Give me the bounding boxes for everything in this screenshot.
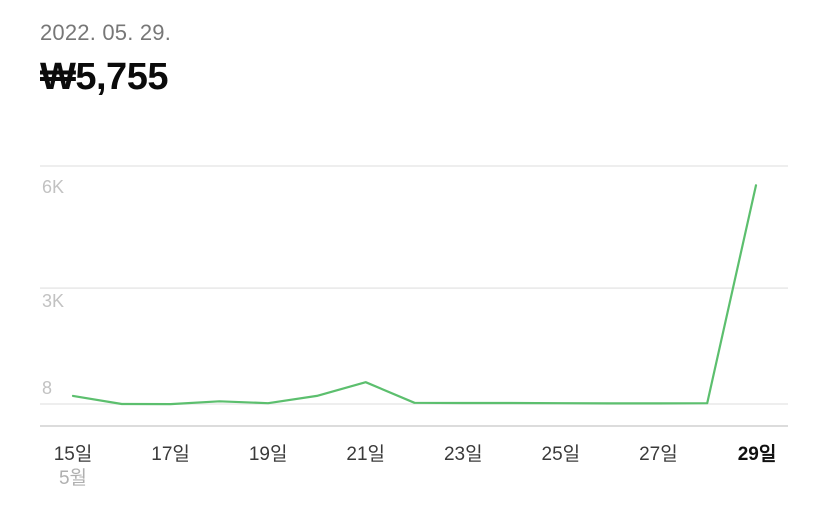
y-tick-label: 3K	[42, 291, 64, 311]
amount-value: ₩5,755	[40, 56, 168, 98]
series-line	[71, 184, 758, 406]
month-label: 5월	[59, 467, 87, 489]
grid-layer	[40, 165, 788, 427]
x-tick-label: 15일	[54, 443, 93, 465]
x-tick-label: 25일	[542, 443, 581, 465]
y-axis-ticks: 8 3K 6K	[42, 177, 64, 398]
x-tick-label: 19일	[249, 443, 288, 465]
x-tick-label: 29일	[738, 443, 777, 465]
y-tick-label: 6K	[42, 177, 64, 197]
x-tick-label: 21일	[346, 443, 385, 465]
series-layer	[71, 184, 758, 406]
y-tick-label: 8	[42, 378, 52, 398]
x-tick-label: 23일	[444, 443, 483, 465]
x-tick-label: 17일	[151, 443, 190, 465]
date-label: 2022. 05. 29.	[40, 20, 172, 45]
x-axis-ticks: 15일 17일 19일 21일 23일 25일 27일 29일 5월	[54, 443, 777, 489]
x-tick-label: 27일	[639, 443, 678, 465]
